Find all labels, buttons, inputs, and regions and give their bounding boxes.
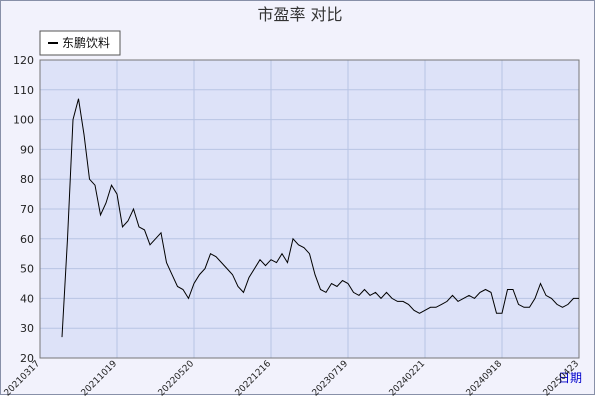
y-tick-label: 70 (20, 203, 34, 216)
y-tick-label: 60 (20, 233, 34, 246)
chart-title: 市盈率 对比 (257, 5, 342, 24)
y-tick-label: 120 (13, 54, 34, 67)
plot-border (39, 59, 580, 359)
y-tick-label: 100 (13, 114, 34, 127)
y-tick-label: 40 (20, 292, 34, 305)
data-line (61, 98, 579, 338)
y-tick-label: 110 (13, 84, 34, 97)
y-tick-label: 30 (20, 322, 34, 335)
y-tick-label: 50 (20, 263, 34, 276)
legend-label: 东鹏饮料 (62, 36, 110, 50)
y-tick-label: 80 (20, 173, 34, 186)
y-tick-label: 20 (20, 352, 34, 365)
x-axis-label: 日期 (558, 371, 582, 385)
y-tick-label: 90 (20, 143, 34, 156)
